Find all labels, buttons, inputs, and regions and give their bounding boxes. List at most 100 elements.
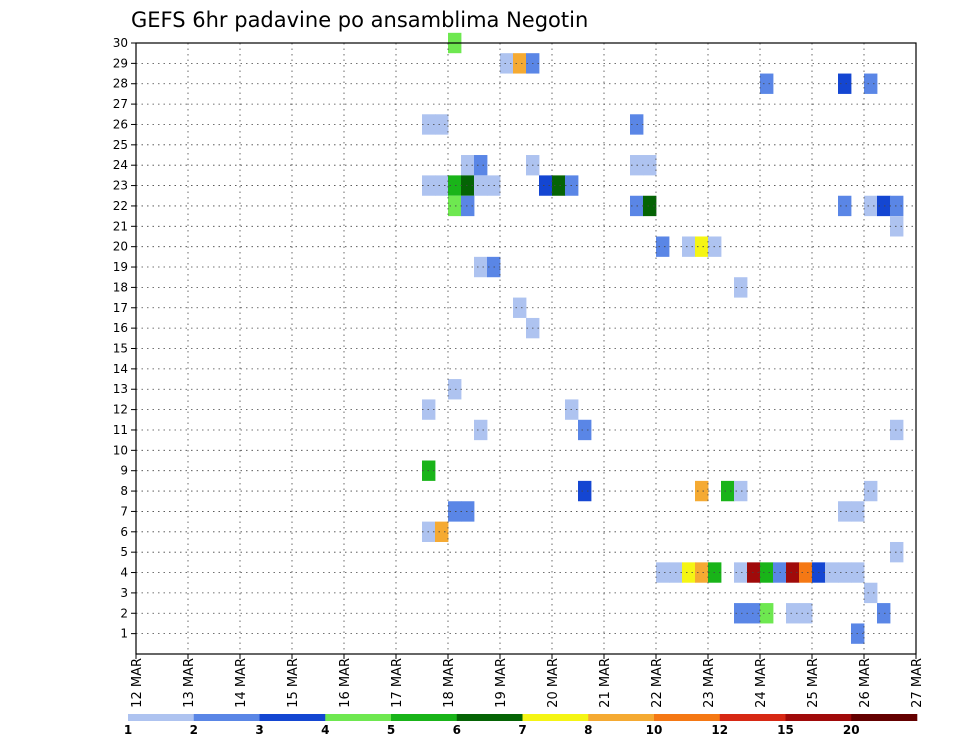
y-tick-label: 10 xyxy=(113,443,128,457)
y-tick-label: 1 xyxy=(120,627,128,641)
y-tick-label: 6 xyxy=(120,525,128,539)
precip-cell xyxy=(877,195,891,217)
legend-swatch xyxy=(588,714,655,721)
y-tick-label: 16 xyxy=(113,321,128,335)
y-axis: 1234567891011121314151617181920212223242… xyxy=(113,36,136,641)
precip-cell xyxy=(890,195,904,217)
precip-cell xyxy=(747,562,761,583)
x-tick-label: 25 MAR xyxy=(806,658,821,708)
precip-cell xyxy=(448,501,462,522)
precip-cell xyxy=(682,236,696,257)
legend-swatch xyxy=(785,714,852,721)
y-tick-label: 18 xyxy=(113,280,128,294)
precip-cell xyxy=(760,73,774,94)
precip-cell xyxy=(578,419,592,441)
precip-cell xyxy=(695,236,709,257)
y-tick-label: 5 xyxy=(120,545,128,559)
precip-cell xyxy=(734,603,748,624)
legend-label: 15 xyxy=(777,723,794,737)
x-tick-label: 13 MAR xyxy=(182,658,197,708)
precip-cell xyxy=(695,562,709,583)
y-tick-label: 21 xyxy=(113,219,128,233)
precip-cell xyxy=(890,541,904,563)
precip-cell xyxy=(448,379,462,400)
precip-cell xyxy=(474,175,488,196)
y-tick-label: 28 xyxy=(113,77,128,91)
precip-cell xyxy=(864,195,878,217)
x-tick-label: 18 MAR xyxy=(442,658,457,708)
precip-cell xyxy=(435,114,449,135)
precip-cell xyxy=(435,175,449,196)
x-tick-label: 27 MAR xyxy=(910,658,925,708)
x-tick-label: 17 MAR xyxy=(390,658,405,708)
color-legend: 1 2 3 4 5 6 7 8 10 12 15 20 xyxy=(124,714,918,737)
precip-cell xyxy=(474,256,488,278)
legend-swatch xyxy=(193,714,260,721)
precip-cell xyxy=(734,562,748,583)
legend-label: 2 xyxy=(190,723,198,737)
y-tick-label: 19 xyxy=(113,260,128,274)
precip-cell xyxy=(513,297,527,318)
legend-label: 12 xyxy=(711,723,728,737)
chart-title: GEFS 6hr padavine po ansamblima Negotin xyxy=(131,8,588,32)
y-tick-label: 26 xyxy=(113,117,128,131)
y-tick-label: 4 xyxy=(120,566,128,580)
precip-cell xyxy=(500,53,514,74)
legend-label: 7 xyxy=(518,723,526,737)
y-tick-label: 13 xyxy=(113,382,128,396)
legend-swatch xyxy=(522,714,589,721)
x-tick-label: 20 MAR xyxy=(546,658,561,708)
precip-cell xyxy=(864,73,878,94)
legend-label: 20 xyxy=(843,723,860,737)
precip-cell xyxy=(786,562,800,583)
precip-cell xyxy=(838,73,852,94)
legend-swatch xyxy=(391,714,458,721)
y-tick-label: 30 xyxy=(113,36,128,50)
legend-swatch xyxy=(128,714,195,721)
precip-cell xyxy=(890,419,904,441)
precip-cell xyxy=(513,53,527,74)
precip-cell xyxy=(760,562,774,583)
y-tick-label: 8 xyxy=(120,484,128,498)
precip-cell xyxy=(552,175,566,196)
precip-cell xyxy=(838,562,852,583)
legend-label: 5 xyxy=(387,723,395,737)
y-tick-label: 29 xyxy=(113,56,128,70)
precip-cell xyxy=(877,603,891,624)
legend-swatch xyxy=(654,714,721,721)
precip-cell xyxy=(682,562,696,583)
y-tick-label: 17 xyxy=(113,301,128,315)
precip-cell xyxy=(461,195,475,217)
precip-cell xyxy=(838,501,852,522)
y-tick-label: 12 xyxy=(113,403,128,417)
y-tick-label: 24 xyxy=(113,158,128,172)
precip-cell xyxy=(656,562,670,583)
precip-cell xyxy=(734,480,748,502)
x-tick-label: 19 MAR xyxy=(494,658,509,708)
precip-cell xyxy=(461,501,475,522)
precip-cell xyxy=(643,155,657,176)
precip-cell xyxy=(760,603,774,624)
precip-cell xyxy=(461,155,475,176)
y-tick-label: 11 xyxy=(113,423,128,437)
legend-label: 1 xyxy=(124,723,132,737)
y-tick-label: 23 xyxy=(113,179,128,193)
x-tick-label: 14 MAR xyxy=(234,658,249,708)
y-tick-label: 27 xyxy=(113,97,128,111)
precip-cell xyxy=(786,603,800,624)
y-tick-label: 9 xyxy=(120,464,128,478)
legend-swatch xyxy=(259,714,326,721)
legend-swatch xyxy=(456,714,523,721)
precip-cell xyxy=(799,562,813,583)
precip-cells xyxy=(422,32,904,644)
precip-cell xyxy=(474,155,488,176)
precip-cell xyxy=(435,521,449,542)
precip-cell xyxy=(474,419,488,441)
precip-cell xyxy=(864,582,878,604)
legend-swatch xyxy=(325,714,392,721)
x-tick-label: 22 MAR xyxy=(650,658,665,708)
x-tick-label: 21 MAR xyxy=(598,658,613,708)
x-tick-label: 15 MAR xyxy=(286,658,301,708)
precip-cell xyxy=(461,175,475,196)
